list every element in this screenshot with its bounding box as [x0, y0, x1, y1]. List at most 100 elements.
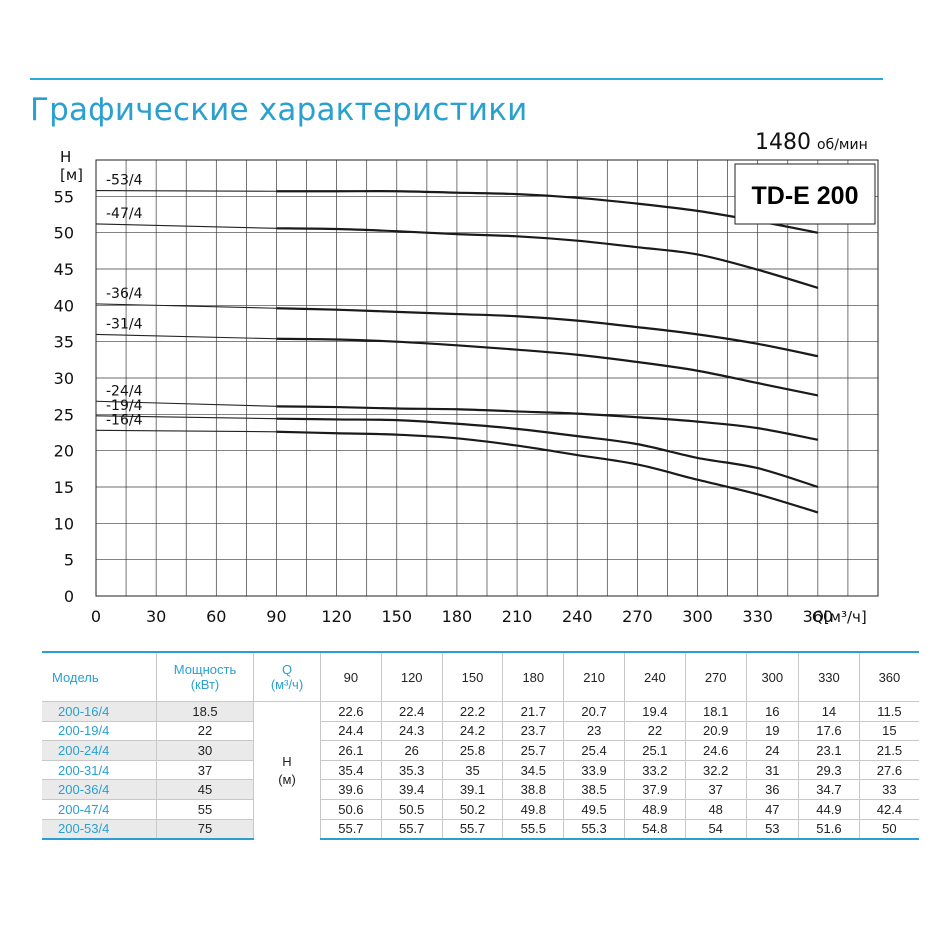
speed-value: 1480 — [755, 130, 811, 155]
plot-frame — [95, 159, 879, 597]
series-label: -47/4 — [106, 206, 143, 222]
row-head-value: 48 — [684, 798, 747, 820]
table-row: 200-19/4 22 24.4 24.3 24.2 23.7 23 22 20.9 19 17.6… — [42, 720, 919, 741]
row-head-value: 37.9 — [623, 779, 686, 800]
curve-shutoff-segment — [95, 189, 277, 192]
y-tick-label: 50 — [54, 224, 74, 243]
header-flow-value: 120 — [380, 651, 443, 702]
x-tick-label: 180 — [442, 607, 473, 626]
curve-47-4 — [276, 227, 819, 289]
series-label: -36/4 — [106, 286, 143, 302]
row-head-value: 31 — [745, 759, 799, 780]
row-head-value: 49.5 — [563, 798, 625, 820]
header-flow-value: 150 — [441, 651, 503, 702]
row-power: 30 — [156, 740, 254, 761]
header-flow-value: 330 — [798, 651, 860, 702]
row-head-value: 39.1 — [441, 779, 503, 800]
row-head-value: 34.7 — [798, 779, 860, 800]
curve-36-4 — [276, 307, 819, 358]
row-head-value: 20.7 — [563, 701, 625, 722]
header-flow-value: 180 — [502, 651, 564, 702]
row-head-value: 27.6 — [858, 759, 919, 780]
table-row: 200-16/4 18.5 H (м) 22.6 22.4 22.2 21.7 20.7 19.4… — [42, 701, 919, 840]
row-head-value: 35 — [441, 759, 503, 780]
row-head-value: 53 — [745, 818, 799, 841]
top-rule — [30, 78, 883, 80]
row-head-value: 33.9 — [563, 759, 625, 780]
head-unit-cell: H (м) — [253, 701, 321, 840]
series-label: -24/4 — [106, 383, 143, 399]
row-head-value: 23.7 — [502, 720, 564, 741]
row-head-value: 34.5 — [502, 759, 564, 780]
row-head-value: 18.1 — [684, 701, 747, 722]
row-head-value: 50.2 — [441, 798, 503, 820]
row-head-value: 22.4 — [380, 701, 443, 722]
row-head-value: 20.9 — [684, 720, 747, 741]
row-model: 200-19/4 — [42, 720, 157, 741]
header-power: Мощность (кВт) — [156, 651, 254, 702]
y-tick-label: 45 — [54, 260, 74, 279]
x-tick-label: 30 — [146, 607, 166, 626]
curve-shutoff-segment — [95, 223, 277, 229]
row-head-value: 37 — [684, 779, 747, 800]
row-head-value: 24 — [745, 740, 799, 761]
table-row: 200-24/4 30 26.1 26 25.8 25.7 25.4 25.1 24.6 24 23… — [42, 740, 919, 761]
row-head-value: 55.7 — [320, 818, 382, 841]
row-head-value: 33.2 — [623, 759, 686, 780]
x-tick-label: 90 — [266, 607, 286, 626]
row-head-value: 15 — [858, 720, 919, 741]
curve-shutoff-segment — [95, 429, 277, 433]
row-model: 200-47/4 — [42, 798, 157, 820]
header-power-line2: (кВт) — [190, 677, 220, 692]
curve-24-4 — [276, 405, 819, 441]
x-tick-label: 150 — [381, 607, 412, 626]
row-model: 200-16/4 — [42, 701, 157, 722]
curve-53-4 — [276, 190, 819, 234]
row-head-value: 17.6 — [798, 720, 860, 741]
row-power: 75 — [156, 818, 254, 841]
head-unit-line2: (м) — [278, 771, 296, 787]
x-tick-label: 300 — [682, 607, 713, 626]
row-head-value: 11.5 — [858, 701, 919, 722]
row-head-value: 19.4 — [623, 701, 686, 722]
row-head-value: 26 — [380, 740, 443, 761]
x-axis-label: Q[м³/ч] — [812, 608, 867, 626]
x-tick-label: 360 — [803, 607, 834, 626]
row-head-value: 55.5 — [502, 818, 564, 841]
row-head-value: 24.2 — [441, 720, 503, 741]
curve-shutoff-segment — [95, 303, 277, 309]
row-power: 37 — [156, 759, 254, 780]
row-head-value: 55.7 — [441, 818, 503, 841]
row-head-value: 54.8 — [623, 818, 686, 841]
row-head-value: 21.7 — [502, 701, 564, 722]
row-head-value: 14 — [798, 701, 860, 722]
row-head-value: 29.3 — [798, 759, 860, 780]
header-flow-value: 240 — [623, 651, 686, 702]
x-tick-label: 60 — [206, 607, 226, 626]
table-header-row: Модель Мощность (кВт) Q (м³/ч) 90 120 150 180… — [42, 651, 919, 702]
y-tick-label: 55 — [54, 187, 74, 206]
row-head-value: 16 — [745, 701, 799, 722]
row-head-value: 25.7 — [502, 740, 564, 761]
row-model: 200-31/4 — [42, 759, 157, 780]
row-head-value: 38.5 — [563, 779, 625, 800]
y-tick-label: 20 — [54, 442, 74, 461]
x-tick-label: 120 — [321, 607, 352, 626]
y-tick-label: 15 — [54, 478, 74, 497]
curve-shutoff-segment — [95, 415, 277, 420]
row-head-value: 54 — [684, 818, 747, 841]
row-head-value: 26.1 — [320, 740, 382, 761]
header-flow-line2: (м³/ч) — [270, 677, 304, 692]
curve-31-4 — [276, 337, 819, 397]
x-tick-label: 0 — [91, 607, 101, 626]
x-tick-label: 330 — [742, 607, 773, 626]
y-tick-label: 0 — [64, 587, 74, 606]
row-power: 45 — [156, 779, 254, 800]
row-head-value: 48.9 — [623, 798, 686, 820]
y-tick-label: 25 — [54, 405, 74, 424]
row-head-value: 25.8 — [441, 740, 503, 761]
header-flow-value: 270 — [684, 651, 747, 702]
header-flow-value: 210 — [563, 651, 625, 702]
row-head-value: 36 — [745, 779, 799, 800]
speed-label: 1480 об/мин — [755, 130, 868, 155]
